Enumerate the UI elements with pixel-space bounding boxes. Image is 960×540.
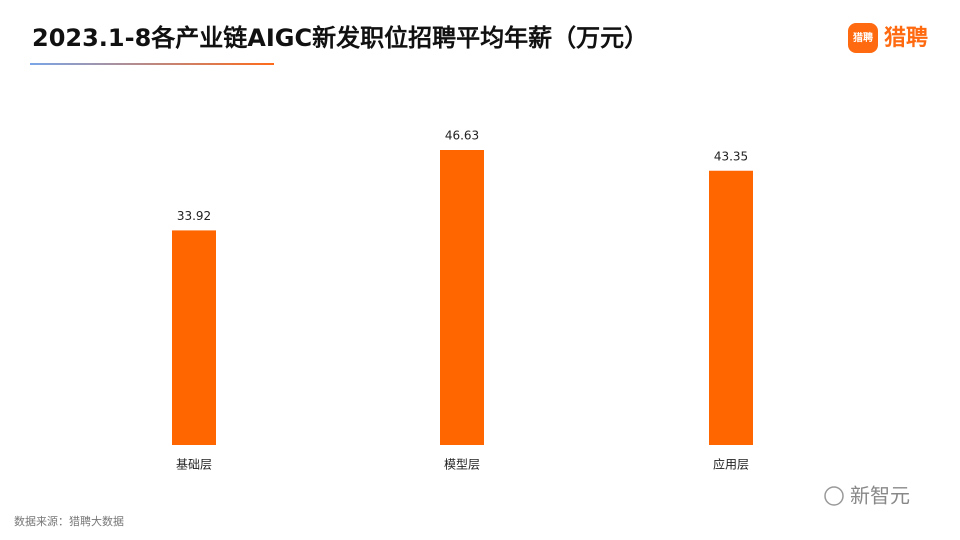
watermark: 新智元 (850, 484, 910, 508)
source-note: 数据来源：猎聘大数据 (14, 514, 124, 528)
title-underline (30, 63, 274, 65)
logo-icon (848, 23, 878, 53)
x-tick-label: 模型层 (444, 458, 480, 472)
bar (709, 170, 753, 445)
logo-icon-text: 猎聘 (853, 31, 873, 44)
bar (172, 230, 216, 445)
logo-text: 猎聘 (884, 26, 928, 51)
x-tick-label: 基础层 (176, 458, 212, 472)
watermark-icon (824, 486, 844, 506)
data-label: 33.92 (177, 209, 211, 223)
bar (440, 150, 484, 445)
data-label: 46.63 (445, 129, 479, 143)
data-label: 43.35 (714, 149, 748, 163)
x-tick-label: 应用层 (713, 457, 749, 472)
chart-title: 2023.1-8各产业链AIGC新发职位招聘平均年薪（万元） (32, 24, 648, 52)
